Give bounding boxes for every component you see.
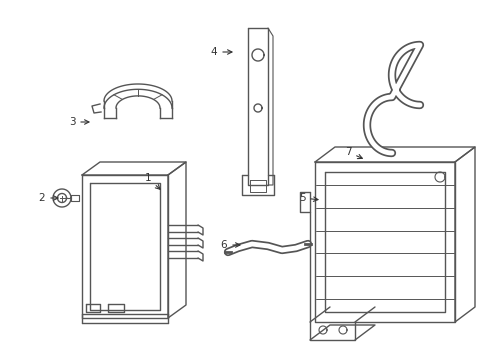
Text: 5: 5 bbox=[298, 193, 317, 203]
Text: 7: 7 bbox=[344, 147, 362, 159]
Text: 3: 3 bbox=[68, 117, 89, 127]
Text: 4: 4 bbox=[210, 47, 231, 57]
Text: 2: 2 bbox=[39, 193, 58, 203]
Text: 1: 1 bbox=[144, 173, 160, 189]
Text: 6: 6 bbox=[220, 240, 240, 250]
